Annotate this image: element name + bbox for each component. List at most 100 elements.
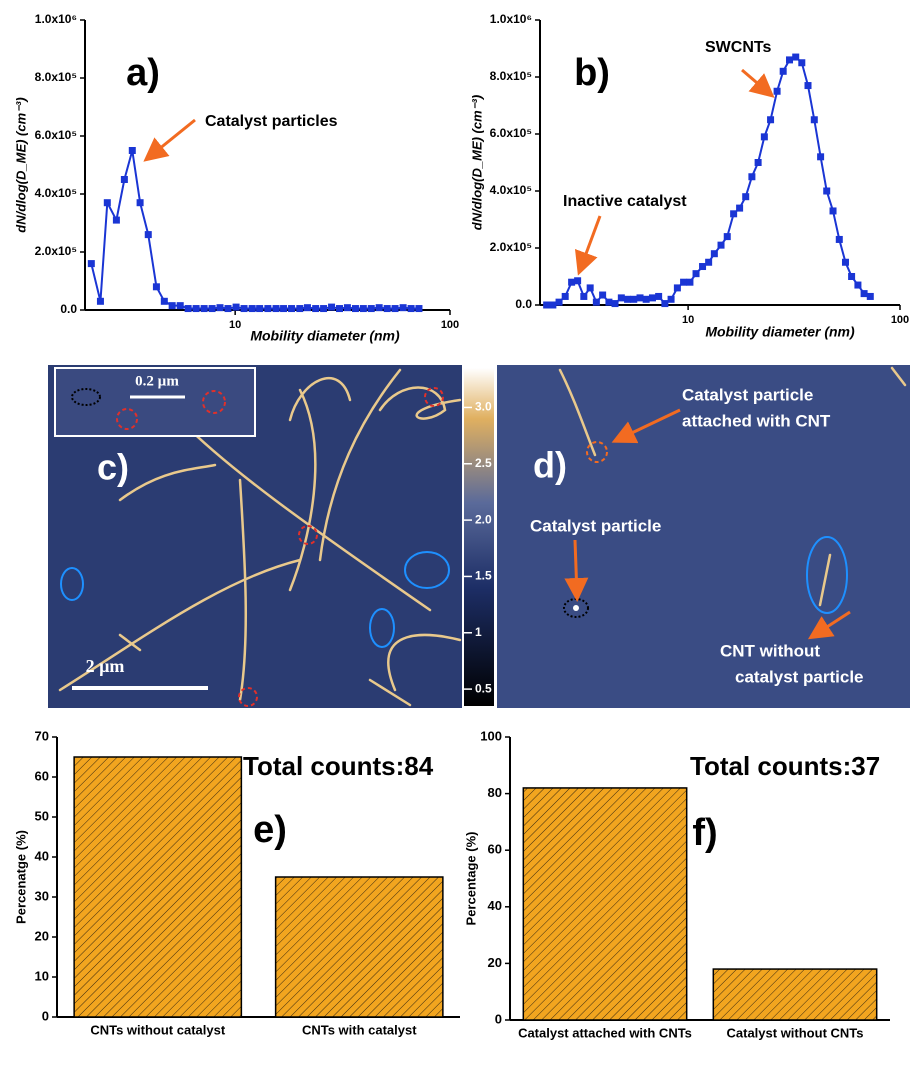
data-point (730, 210, 737, 217)
arrow (742, 70, 770, 94)
panel-label: b) (574, 52, 610, 94)
data-point (415, 305, 422, 312)
data-point (817, 153, 824, 160)
colorbar-tick-label: 1.5 (475, 569, 492, 583)
data-point (643, 296, 650, 303)
data-point (562, 293, 569, 300)
panel-label: e) (253, 809, 287, 851)
y-tick-label: 100 (480, 728, 502, 743)
data-point (705, 259, 712, 266)
y-tick-label: 0 (495, 1011, 502, 1026)
y-tick-label: 4.0x10⁵ (35, 186, 77, 200)
annotation: attached with CNT (682, 411, 831, 430)
y-tick-label: 40 (35, 848, 49, 863)
data-point (699, 263, 706, 270)
data-point (249, 305, 256, 312)
data-point (774, 88, 781, 95)
data-point (177, 302, 184, 309)
data-point (805, 82, 812, 89)
data-point (718, 242, 725, 249)
data-point (288, 305, 295, 312)
y-tick-label: 20 (488, 955, 502, 970)
data-point (848, 273, 855, 280)
data-point (811, 116, 818, 123)
annotation: Total counts:84 (243, 751, 434, 781)
panel-label: d) (533, 445, 567, 486)
x-axis-label: Mobility diameter (nm) (705, 324, 855, 340)
panel-label: c) (97, 447, 129, 488)
annotation: Catalyst particle (682, 385, 813, 404)
data-point (217, 304, 224, 311)
y-tick-label: 60 (35, 768, 49, 783)
data-point (113, 217, 120, 224)
data-point (830, 207, 837, 214)
y-tick-label: 40 (488, 898, 502, 913)
data-point (661, 300, 668, 307)
data-point (724, 233, 731, 240)
bar (74, 757, 241, 1017)
data-point (767, 116, 774, 123)
y-tick-label: 20 (35, 928, 49, 943)
bar (713, 969, 876, 1020)
data-point (161, 298, 168, 305)
data-point (599, 292, 606, 299)
annotation: SWCNTs (705, 39, 771, 56)
data-point (185, 305, 192, 312)
data-point (169, 302, 176, 309)
afm-image-d: d) Catalyst particle attached with CNT C… (497, 365, 910, 708)
x-tick-label: 10 (682, 314, 694, 326)
data-point (201, 305, 208, 312)
y-tick-label: 60 (488, 842, 502, 857)
x-tick-label: CNTs without catalyst (90, 1022, 226, 1037)
data-point (587, 284, 594, 291)
x-tick-label: 100 (891, 314, 909, 326)
data-point (655, 293, 662, 300)
figure: 0.2 µm 2 µm c) 3.0 nm2.52.01.510.5 d) Ca… (0, 0, 910, 1078)
data-point (368, 305, 375, 312)
colorbar-tick-label: 0.5 (475, 681, 492, 695)
data-point (605, 299, 612, 306)
bar (523, 788, 686, 1020)
y-tick-label: 10 (35, 968, 49, 983)
data-point (668, 296, 675, 303)
panel-label: a) (126, 52, 160, 94)
data-point (637, 294, 644, 301)
data-point (137, 199, 144, 206)
colorbar (464, 368, 494, 706)
colorbar-tick-label: 1 (475, 625, 482, 639)
data-point (823, 188, 830, 195)
x-tick-label: Catalyst attached with CNTs (518, 1025, 692, 1040)
data-point (842, 259, 849, 266)
data-point (408, 305, 415, 312)
data-point (129, 147, 136, 154)
x-tick-label: 100 (441, 319, 459, 331)
data-point (574, 277, 581, 284)
data-point (674, 284, 681, 291)
y-tick-label: 80 (488, 785, 502, 800)
data-point (392, 305, 399, 312)
x-axis-label: Mobility diameter (nm) (250, 328, 400, 344)
data-point (556, 299, 563, 306)
data-point (630, 296, 637, 303)
data-point (736, 205, 743, 212)
data-point (352, 305, 359, 312)
y-tick-label: 6.0x10⁵ (490, 126, 532, 140)
data-point (568, 279, 575, 286)
y-tick-label: 0.0 (60, 302, 77, 316)
y-axis-label: dN/dlog(D_ME) (cm⁻³) (469, 95, 484, 230)
data-point (400, 304, 407, 311)
arrow (148, 120, 195, 158)
y-tick-label: 6.0x10⁵ (35, 128, 77, 142)
y-tick-label: 8.0x10⁵ (490, 69, 532, 83)
colorbar-tick-label: 2.0 (475, 512, 492, 526)
y-tick-label: 50 (35, 808, 49, 823)
data-point (153, 283, 160, 290)
annotation: Catalyst particle (530, 516, 661, 535)
y-tick-label: 0 (42, 1008, 49, 1023)
scale-label: 2 µm (86, 656, 125, 676)
data-point (693, 270, 700, 277)
data-point (209, 305, 216, 312)
y-tick-label: 4.0x10⁵ (490, 183, 532, 197)
data-point (376, 304, 383, 311)
data-point (755, 159, 762, 166)
